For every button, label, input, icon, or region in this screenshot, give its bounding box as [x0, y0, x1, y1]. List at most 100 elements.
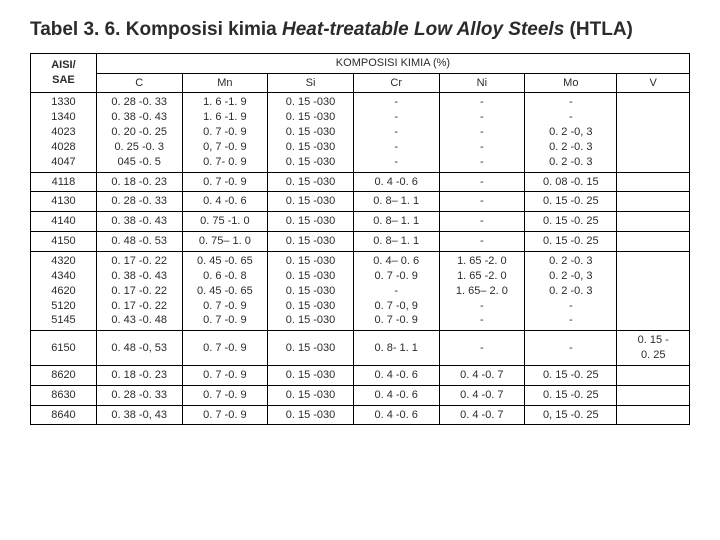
cell-mn: 0. 7 -0. 9 [182, 385, 268, 405]
cell-mn: 0. 45 -0. 65 0. 6 -0. 8 0. 45 -0. 65 0. … [182, 251, 268, 330]
cell-c: 0. 18 -0. 23 [96, 365, 182, 385]
cell-mo: 0. 15 -0. 25 [525, 192, 617, 212]
cell-mn: 1. 6 -1. 9 1. 6 -1. 9 0. 7 -0. 9 0, 7 -0… [182, 93, 268, 172]
cell-ni: 0. 4 -0. 7 [439, 405, 525, 425]
cell-mo: 0. 15 -0. 25 [525, 385, 617, 405]
table-row: 41400. 38 -0. 430. 75 -1. 00. 15 -0300. … [31, 212, 690, 232]
cell-ni: 0. 4 -0. 7 [439, 365, 525, 385]
cell-cr: 0. 4 -0. 6 [353, 385, 439, 405]
title-italic: Heat-treatable Low Alloy Steels [282, 19, 564, 40]
cell-cr: 0. 8– 1. 1 [353, 192, 439, 212]
cell-si: 0. 15 -030 [268, 192, 354, 212]
cell-si: 0. 15 -030 [268, 212, 354, 232]
cell-si: 0. 15 -030 [268, 365, 354, 385]
cell-mn: 0. 75– 1. 0 [182, 232, 268, 252]
cell-mn: 0. 7 -0. 9 [182, 172, 268, 192]
cell-c: 0. 28 -0. 33 [96, 192, 182, 212]
cell-v [617, 93, 690, 172]
cell-cr: 0. 8– 1. 1 [353, 212, 439, 232]
cell-id: 4320 4340 4620 5120 5145 [31, 251, 97, 330]
cell-si: 0. 15 -030 [268, 385, 354, 405]
col-mo: Mo [525, 73, 617, 93]
cell-mo: 0. 15 -0. 25 [525, 232, 617, 252]
cell-mo: - [525, 331, 617, 366]
cell-v [617, 172, 690, 192]
cell-ni: - - - - - [439, 93, 525, 172]
cell-ni: 0. 4 -0. 7 [439, 385, 525, 405]
col-cr: Cr [353, 73, 439, 93]
cell-v [617, 212, 690, 232]
cell-cr: - - - - - [353, 93, 439, 172]
table-row: 61500. 48 -0, 530. 7 -0. 90. 15 -0300. 8… [31, 331, 690, 366]
cell-si: 0. 15 -030 0. 15 -030 0. 15 -030 0. 15 -… [268, 93, 354, 172]
cell-si: 0. 15 -030 [268, 331, 354, 366]
cell-mo: 0. 15 -0. 25 [525, 365, 617, 385]
col-c: C [96, 73, 182, 93]
cell-cr: 0. 4 -0. 6 [353, 405, 439, 425]
cell-v [617, 405, 690, 425]
cell-cr: 0. 4 -0. 6 [353, 365, 439, 385]
cell-id: 1330 1340 4023 4028 4047 [31, 93, 97, 172]
cell-ni: 1. 65 -2. 0 1. 65 -2. 0 1. 65– 2. 0 - - [439, 251, 525, 330]
cell-c: 0. 18 -0. 23 [96, 172, 182, 192]
cell-id: 8620 [31, 365, 97, 385]
table-row: 86200. 18 -0. 230. 7 -0. 90. 15 -0300. 4… [31, 365, 690, 385]
cell-ni: - [439, 331, 525, 366]
cell-mo: 0, 15 -0. 25 [525, 405, 617, 425]
cell-mn: 0. 7 -0. 9 [182, 365, 268, 385]
cell-c: 0. 48 -0, 53 [96, 331, 182, 366]
table-row: 41180. 18 -0. 230. 7 -0. 90. 15 -0300. 4… [31, 172, 690, 192]
cell-mo: 0. 08 -0. 15 [525, 172, 617, 192]
cell-c: 0. 38 -0. 43 [96, 212, 182, 232]
cell-mn: 0. 75 -1. 0 [182, 212, 268, 232]
table-row: 41500. 48 -0. 530. 75– 1. 00. 15 -0300. … [31, 232, 690, 252]
header-aisi-sae: AISI/ SAE [31, 53, 97, 93]
cell-ni: - [439, 232, 525, 252]
cell-cr: 0. 8- 1. 1 [353, 331, 439, 366]
cell-si: 0. 15 -030 [268, 405, 354, 425]
table-row: 86300. 28 -0. 330. 7 -0. 90. 15 -0300. 4… [31, 385, 690, 405]
cell-id: 4118 [31, 172, 97, 192]
composition-table: AISI/ SAE KOMPOSISI KIMIA (%) C Mn Si Cr… [30, 53, 690, 426]
title-suffix: (HTLA) [564, 19, 633, 40]
cell-mo: 0. 2 -0. 3 0. 2 -0, 3 0. 2 -0. 3 - - [525, 251, 617, 330]
table-row: 41300. 28 -0. 330. 4 -0. 60. 15 -0300. 8… [31, 192, 690, 212]
cell-v: 0. 15 - 0. 25 [617, 331, 690, 366]
table-row: 1330 1340 4023 4028 40470. 28 -0. 33 0. … [31, 93, 690, 172]
cell-v [617, 232, 690, 252]
title-prefix: Tabel 3. 6. Komposisi kimia [30, 19, 282, 40]
col-si: Si [268, 73, 354, 93]
cell-cr: 0. 4 -0. 6 [353, 172, 439, 192]
col-ni: Ni [439, 73, 525, 93]
cell-ni: - [439, 172, 525, 192]
cell-si: 0. 15 -030 [268, 232, 354, 252]
cell-id: 4130 [31, 192, 97, 212]
header-group: KOMPOSISI KIMIA (%) [96, 53, 689, 73]
col-mn: Mn [182, 73, 268, 93]
cell-id: 4150 [31, 232, 97, 252]
cell-c: 0. 28 -0. 33 [96, 385, 182, 405]
col-v: V [617, 73, 690, 93]
cell-c: 0. 28 -0. 33 0. 38 -0. 43 0. 20 -0. 25 0… [96, 93, 182, 172]
table-row: 4320 4340 4620 5120 51450. 17 -0. 22 0. … [31, 251, 690, 330]
cell-mn: 0. 4 -0. 6 [182, 192, 268, 212]
table-row: 86400. 38 -0, 430. 7 -0. 90. 15 -0300. 4… [31, 405, 690, 425]
cell-cr: 0. 4– 0. 6 0. 7 -0. 9 - 0. 7 -0, 9 0. 7 … [353, 251, 439, 330]
cell-id: 8640 [31, 405, 97, 425]
cell-mo: 0. 15 -0. 25 [525, 212, 617, 232]
cell-c: 0. 38 -0, 43 [96, 405, 182, 425]
table-title: Tabel 3. 6. Komposisi kimia Heat-treatab… [30, 18, 690, 43]
cell-v [617, 365, 690, 385]
cell-ni: - [439, 192, 525, 212]
cell-mn: 0. 7 -0. 9 [182, 331, 268, 366]
cell-id: 8630 [31, 385, 97, 405]
cell-mn: 0. 7 -0. 9 [182, 405, 268, 425]
cell-id: 4140 [31, 212, 97, 232]
cell-c: 0. 17 -0. 22 0. 38 -0. 43 0. 17 -0. 22 0… [96, 251, 182, 330]
cell-si: 0. 15 -030 [268, 172, 354, 192]
cell-v [617, 385, 690, 405]
cell-si: 0. 15 -030 0. 15 -030 0. 15 -030 0. 15 -… [268, 251, 354, 330]
cell-v [617, 251, 690, 330]
cell-id: 6150 [31, 331, 97, 366]
cell-ni: - [439, 212, 525, 232]
